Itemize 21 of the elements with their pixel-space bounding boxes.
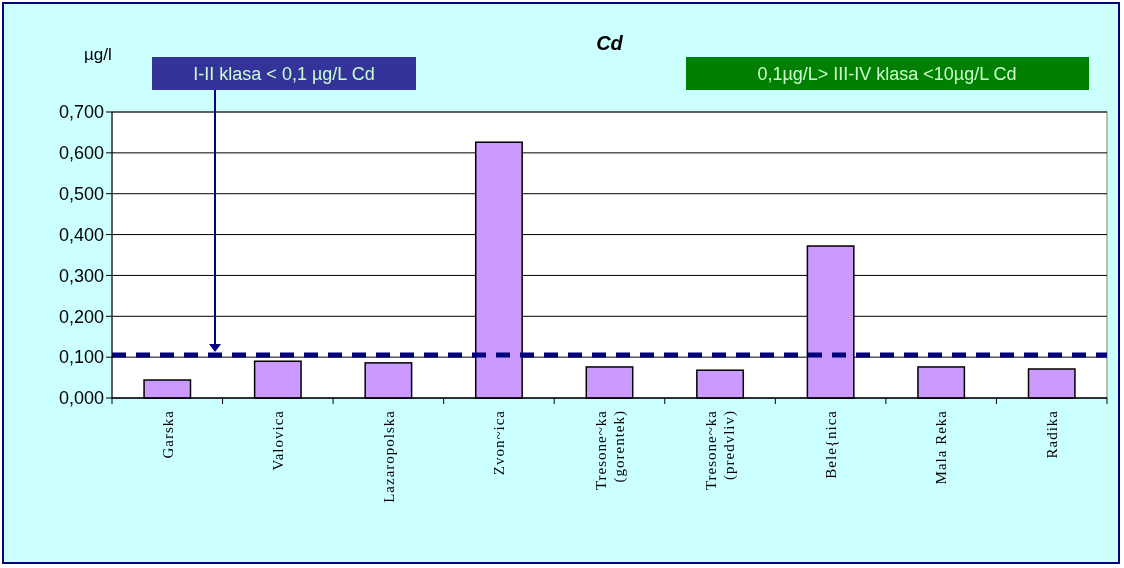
x-tick-label: Tresone~ka (gorentek) bbox=[592, 410, 628, 491]
x-tick-label: Mala Reka bbox=[933, 410, 950, 485]
y-tick-label: 0,400 bbox=[58, 224, 104, 245]
x-tick-label: Garska bbox=[159, 410, 176, 459]
y-tick-label: 0,000 bbox=[58, 388, 104, 409]
y-tick-label: 0,100 bbox=[58, 347, 104, 368]
x-tick-label: Zvon~ica bbox=[491, 410, 508, 476]
y-tick-label: 0,200 bbox=[58, 306, 104, 327]
ref-line-label: I-II klasa < 0,1 µg/L Cd bbox=[193, 64, 375, 85]
chart-title: Cd bbox=[596, 32, 624, 54]
x-tick-label: Lazaropolska bbox=[380, 410, 397, 503]
y-axis-title: µg/l bbox=[84, 45, 112, 64]
x-tick-label: Valovica bbox=[270, 410, 287, 471]
x-tick-label: Bele{nica bbox=[822, 410, 839, 479]
text: 0,1µg/L> III-IV klasa <10µg/L Cd bbox=[757, 64, 1017, 85]
y-tick-label: 0,600 bbox=[58, 143, 104, 164]
y-tick-label: 0,500 bbox=[58, 184, 104, 205]
y-tick-label: 0,300 bbox=[58, 265, 104, 286]
x-tick-label: Tresone~ka (predvliv) bbox=[703, 410, 739, 491]
x-tick-label: Radika bbox=[1043, 410, 1060, 459]
y-tick-label: 0,700 bbox=[58, 102, 104, 123]
